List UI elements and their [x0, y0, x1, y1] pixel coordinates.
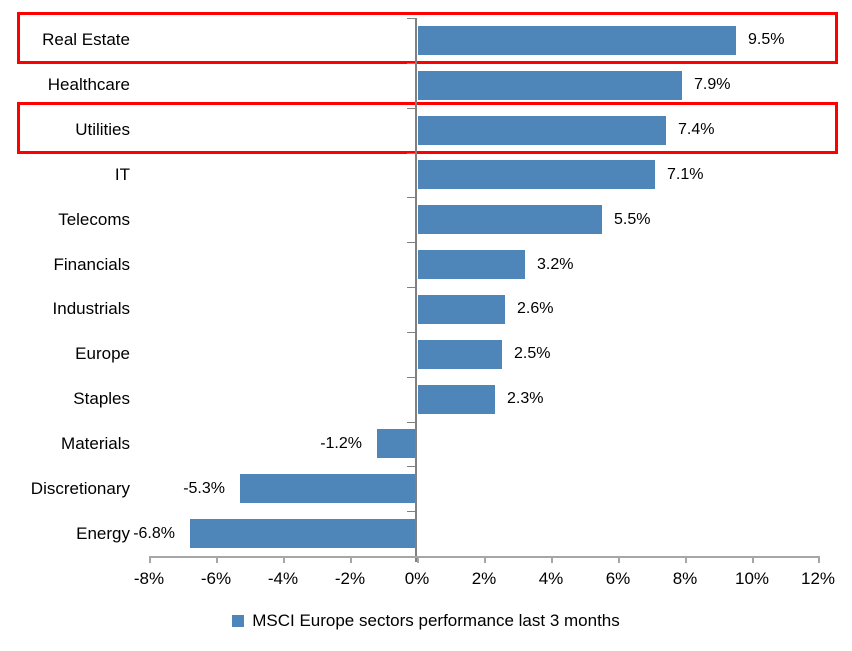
category-axis-tick — [407, 197, 415, 198]
value-axis-tick — [216, 556, 218, 563]
category-axis-tick — [407, 422, 415, 423]
x-tick-label-2: 2% — [471, 569, 497, 588]
category-label-healthcare: Healthcare — [47, 75, 130, 94]
category-label-real-estate: Real Estate — [42, 30, 130, 49]
category-label-financials: Financials — [53, 255, 130, 274]
x-tick-label-4: -4% — [267, 569, 299, 588]
category-axis-tick — [407, 332, 415, 333]
data-label-energy: -6.8% — [133, 525, 175, 542]
value-axis-tick — [417, 556, 419, 563]
category-axis-tick — [407, 108, 415, 109]
bar-real-estate — [418, 26, 736, 55]
category-axis-tick — [407, 466, 415, 467]
data-label-it: 7.1% — [667, 166, 704, 183]
x-tick-label-10: 10% — [734, 569, 770, 588]
x-tick-label-8: 8% — [672, 569, 698, 588]
data-label-discretionary: -5.3% — [183, 480, 225, 497]
x-tick-label-6: -6% — [200, 569, 232, 588]
bar-energy — [190, 519, 417, 548]
data-label-healthcare: 7.9% — [694, 76, 731, 93]
x-tick-label-0: 0% — [404, 569, 430, 588]
value-axis-tick — [618, 556, 620, 563]
x-tick-label-8: -8% — [133, 569, 165, 588]
legend-label: MSCI Europe sectors performance last 3 m… — [252, 611, 620, 630]
category-label-it: IT — [114, 165, 130, 184]
value-axis-tick — [818, 556, 820, 563]
category-axis-tick — [407, 377, 415, 378]
bar-healthcare — [418, 71, 682, 100]
category-label-energy: Energy — [76, 524, 130, 543]
category-label-industrials: Industrials — [52, 299, 130, 318]
bar-it — [418, 160, 655, 189]
x-tick-label-2: -2% — [334, 569, 366, 588]
category-label-europe: Europe — [75, 344, 130, 363]
data-label-telecoms: 5.5% — [614, 211, 651, 228]
category-label-utilities: Utilities — [75, 120, 130, 139]
category-label-staples: Staples — [73, 389, 130, 408]
value-axis-tick — [685, 556, 687, 563]
data-label-materials: -1.2% — [320, 435, 362, 452]
x-tick-label-12: 12% — [800, 569, 836, 588]
data-label-financials: 3.2% — [537, 256, 574, 273]
x-tick-label-4: 4% — [538, 569, 564, 588]
data-label-europe: 2.5% — [514, 345, 551, 362]
bar-utilities — [418, 116, 666, 145]
bar-materials — [377, 429, 417, 458]
legend: MSCI Europe sectors performance last 3 m… — [0, 607, 852, 635]
category-axis-tick — [407, 18, 415, 19]
category-axis-tick — [407, 287, 415, 288]
value-axis-tick — [149, 556, 151, 563]
bar-financials — [418, 250, 525, 279]
bar-staples — [418, 385, 495, 414]
value-axis-tick — [283, 556, 285, 563]
value-axis-tick — [350, 556, 352, 563]
data-label-utilities: 7.4% — [678, 121, 715, 138]
category-axis-tick — [407, 511, 415, 512]
data-label-real-estate: 9.5% — [748, 31, 785, 48]
bar-europe — [418, 340, 502, 369]
bar-discretionary — [240, 474, 417, 503]
x-tick-label-6: 6% — [605, 569, 631, 588]
bar-industrials — [418, 295, 505, 324]
category-axis — [415, 18, 417, 562]
value-axis — [149, 556, 818, 558]
category-axis-tick — [407, 63, 415, 64]
category-label-materials: Materials — [61, 434, 130, 453]
category-label-discretionary: Discretionary — [30, 479, 130, 498]
legend-swatch-icon — [232, 615, 245, 627]
value-axis-tick — [551, 556, 553, 563]
value-axis-tick — [484, 556, 486, 563]
category-label-telecoms: Telecoms — [58, 210, 130, 229]
data-label-staples: 2.3% — [507, 390, 544, 407]
bar-telecoms — [418, 205, 602, 234]
category-axis-tick — [407, 153, 415, 154]
data-label-industrials: 2.6% — [517, 300, 554, 317]
category-axis-tick — [407, 242, 415, 243]
value-axis-tick — [752, 556, 754, 563]
